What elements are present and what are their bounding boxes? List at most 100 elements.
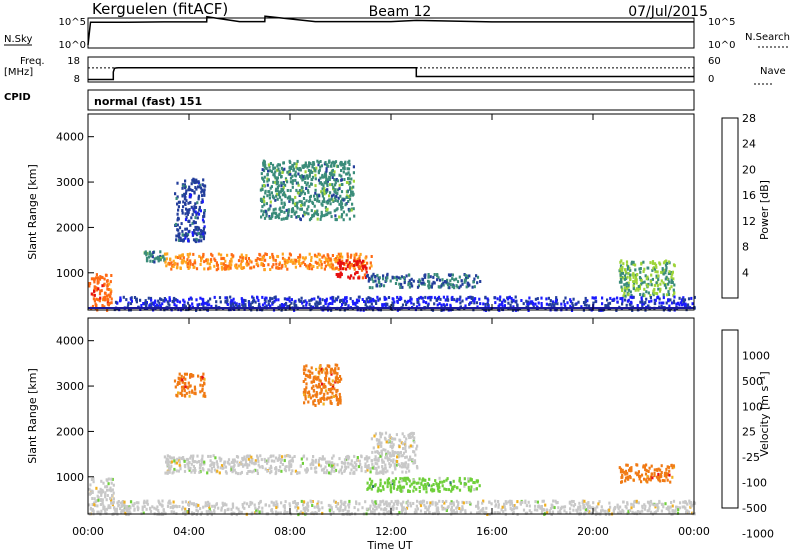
- power-cell: [203, 225, 206, 229]
- power-cell: [310, 267, 314, 271]
- power-cell: [224, 296, 227, 300]
- power-cell: [326, 212, 329, 216]
- velocity-cell: [402, 451, 406, 455]
- power-cell: [639, 270, 642, 274]
- power-cell: [215, 307, 218, 311]
- velocity-cell: [151, 505, 154, 509]
- power-cell: [182, 200, 185, 204]
- velocity-cell: [281, 455, 284, 459]
- power-cell: [316, 255, 319, 259]
- velocity-cell: [595, 511, 598, 515]
- power-cell: [638, 284, 642, 288]
- power-cell: [197, 180, 200, 184]
- velocity-cell: [192, 464, 195, 468]
- power-cell: [653, 262, 657, 266]
- velocity-cell: [252, 469, 256, 473]
- velocity-cell: [219, 466, 222, 470]
- velocity-cell: [317, 401, 320, 405]
- velocity-cell: [319, 379, 322, 383]
- velocity-cell: [339, 401, 342, 405]
- power-cell: [565, 307, 568, 311]
- power-cell: [527, 305, 530, 308]
- power-cell: [181, 253, 184, 257]
- power-cell: [262, 263, 266, 267]
- velocity-cell: [374, 450, 377, 454]
- velocity-cell: [336, 507, 339, 511]
- velocity-cell: [283, 459, 286, 463]
- power-cell: [643, 302, 646, 306]
- velocity-cell: [335, 390, 338, 394]
- power-cell: [646, 275, 649, 279]
- velocity-cell: [655, 503, 658, 507]
- velocity-cell: [318, 463, 321, 467]
- velocity-cell: [187, 503, 190, 507]
- power-cell: [312, 214, 315, 218]
- power-cell: [209, 297, 212, 301]
- velocity-cell: [275, 503, 278, 507]
- power-cell: [665, 268, 668, 272]
- velocity-cell: [324, 465, 327, 469]
- power-cell: [547, 303, 550, 307]
- velocity-cbar-frame: [721, 329, 739, 509]
- velocity-cell: [307, 395, 310, 399]
- power-cell: [101, 284, 104, 288]
- power-cell: [305, 301, 308, 305]
- power-cell: [606, 304, 609, 308]
- velocity-cell: [304, 390, 307, 394]
- velocity-cell: [263, 457, 266, 461]
- velocity-cell: [530, 511, 533, 515]
- power-cell: [297, 256, 300, 259]
- velocity-cell: [374, 500, 377, 504]
- velocity-cell: [429, 501, 432, 505]
- velocity-cell: [378, 441, 381, 445]
- power-cell: [324, 174, 328, 178]
- velocity-cell: [666, 472, 669, 476]
- power-cell: [322, 304, 325, 308]
- velocity-cell: [372, 507, 375, 511]
- power-cell: [312, 265, 315, 268]
- power-cell: [306, 207, 309, 211]
- velocity-cell: [659, 468, 662, 472]
- velocity-cell: [368, 477, 372, 481]
- power-cell: [550, 304, 553, 308]
- power-cell: [267, 263, 270, 267]
- power-cell: [224, 299, 227, 303]
- velocity-cell: [244, 458, 247, 462]
- velocity-cell: [166, 463, 169, 467]
- velocity-cell: [684, 500, 687, 504]
- power-cell: [552, 300, 555, 304]
- power-cell: [606, 298, 609, 302]
- velocity-cell: [303, 393, 306, 397]
- velocity-cell: [418, 486, 421, 489]
- velocity-cell: [400, 486, 403, 490]
- power-cell: [243, 307, 246, 311]
- power-cell: [338, 173, 341, 177]
- power-cell: [185, 199, 188, 203]
- freq-label-line1: Freq.: [20, 56, 45, 67]
- velocity-cell: [372, 446, 375, 450]
- velocity-cell: [443, 487, 446, 491]
- velocity-cell: [318, 365, 322, 369]
- power-cell: [302, 197, 306, 200]
- power-cell: [292, 164, 295, 168]
- velocity-cell: [649, 475, 652, 479]
- nsky-line: [87, 15, 694, 46]
- velocity-cell: [252, 461, 255, 465]
- velocity-cell: [415, 510, 418, 514]
- velocity-cell: [323, 471, 326, 475]
- power-cell: [183, 304, 186, 307]
- velocity-cell: [659, 473, 663, 477]
- velocity-cell: [272, 454, 275, 458]
- power-cell: [470, 301, 473, 305]
- velocity-cell: [651, 476, 654, 480]
- power-cell: [271, 252, 274, 256]
- velocity-cell: [387, 502, 390, 506]
- power-cell: [297, 298, 301, 302]
- power-cell: [564, 305, 567, 309]
- velocity-cell: [327, 503, 330, 507]
- velocity-cell: [194, 391, 197, 395]
- velocity-cell: [251, 501, 254, 505]
- velocity-cell: [653, 471, 656, 475]
- power-cell: [604, 304, 607, 307]
- velocity-cell: [178, 372, 181, 376]
